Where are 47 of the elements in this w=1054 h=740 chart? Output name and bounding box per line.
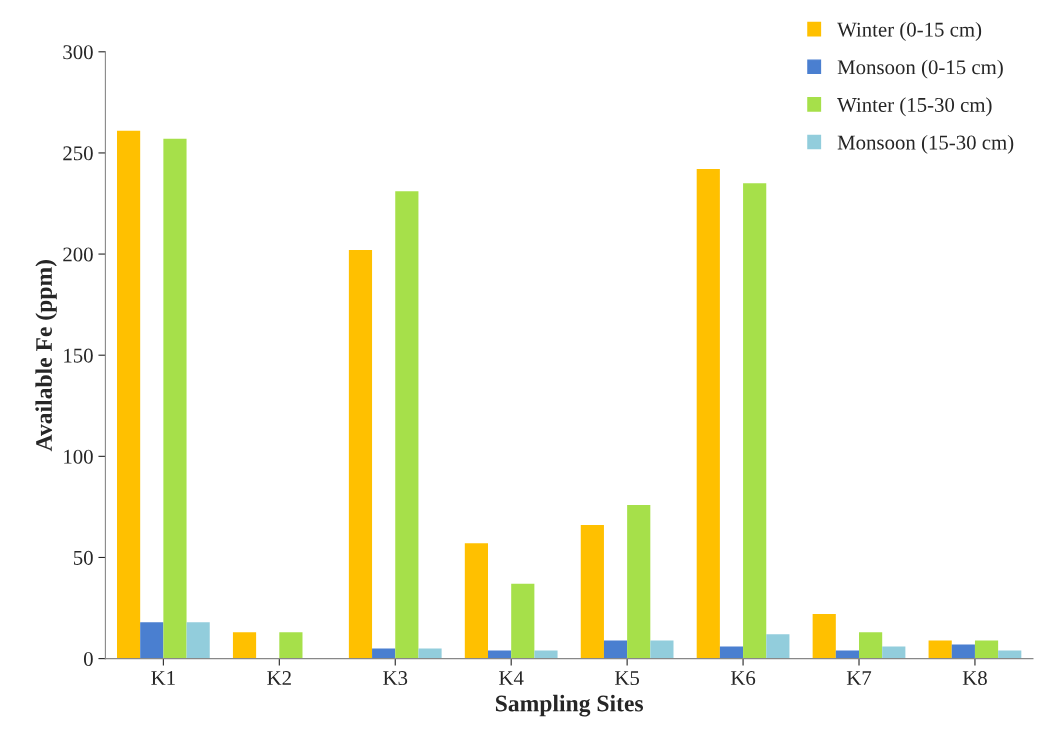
bar — [116, 130, 141, 659]
y-tick-label: 50 — [73, 550, 93, 565]
bar — [859, 632, 883, 659]
bar — [163, 138, 187, 659]
x-tick-label: K8 — [962, 671, 987, 686]
x-tick-label: K4 — [499, 671, 524, 685]
bar — [812, 614, 836, 659]
bar — [186, 622, 210, 659]
x-tick-label: K3 — [383, 671, 408, 686]
bar — [372, 648, 396, 659]
bar — [743, 183, 767, 659]
legend-label: Monsoon (0-15 cm) — [837, 59, 1003, 79]
legend-label: Winter (0-15 cm) — [837, 22, 982, 41]
bar — [696, 169, 720, 659]
x-tick-label: K2 — [267, 671, 291, 685]
bar — [140, 622, 164, 659]
bar — [974, 640, 999, 659]
y-tick-label: 300 — [63, 45, 93, 60]
bar — [650, 640, 674, 659]
bar — [603, 640, 628, 659]
bar — [418, 648, 442, 659]
bar — [279, 632, 303, 659]
y-tick-label: 100 — [64, 449, 93, 464]
legend-label: Monsoon (15-30 cm) — [837, 134, 1014, 154]
x-tick-label: K5 — [615, 671, 640, 686]
x-tick-label: K6 — [730, 671, 756, 686]
bar — [627, 504, 651, 659]
bar — [882, 646, 906, 659]
bar — [464, 543, 488, 659]
x-tick-label: K1 — [151, 671, 175, 685]
bar — [348, 250, 373, 659]
bar — [395, 191, 419, 659]
y-axis-title: Available Fe (ppm) — [35, 260, 57, 452]
x-tick-label: K7 — [846, 671, 872, 685]
bar — [232, 632, 257, 659]
y-tick-label: 150 — [64, 348, 93, 363]
y-tick-label: 250 — [63, 146, 93, 161]
y-tick-label: 200 — [63, 247, 93, 262]
bar — [580, 525, 604, 659]
bar — [928, 640, 952, 659]
bar — [719, 646, 744, 659]
legend-label: Winter (15-30 cm) — [837, 97, 992, 117]
bar — [511, 583, 535, 659]
x-axis-title: Sampling Sites — [495, 694, 644, 717]
y-tick-label: 0 — [83, 651, 93, 667]
bar — [766, 634, 790, 659]
bar — [951, 644, 975, 659]
